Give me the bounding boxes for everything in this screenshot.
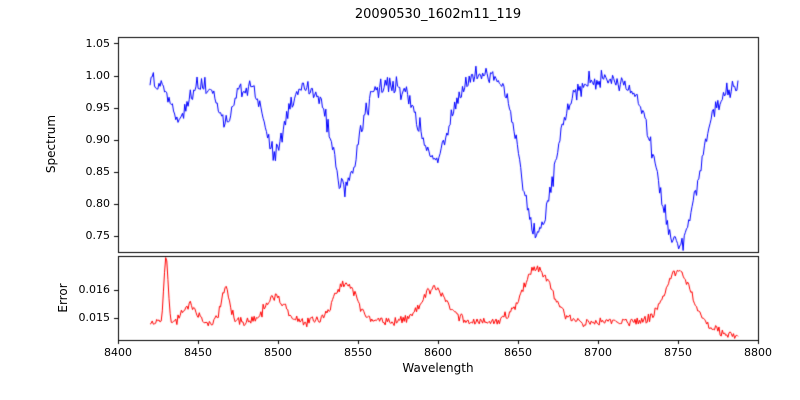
- y-tick-label-spectrum: 0.95: [85, 101, 111, 115]
- x-tick-label: 8400: [104, 346, 132, 359]
- y-tick-label-error: 0.016: [78, 283, 111, 297]
- x-tick-label: 8550: [344, 346, 372, 359]
- y-tick-label-spectrum: 0.85: [85, 165, 111, 179]
- x-tick-label: 8600: [424, 346, 452, 359]
- x-tick-label: 8750: [664, 346, 692, 359]
- y-tick-label-spectrum: 0.75: [85, 229, 111, 243]
- x-tick-label: 8450: [184, 346, 212, 359]
- y-tick-label-spectrum: 0.90: [85, 133, 111, 147]
- x-tick-label: 8700: [584, 346, 612, 359]
- x-tick-label: 8650: [504, 346, 532, 359]
- plot-title: 20090530_1602m11_119: [354, 7, 522, 22]
- y-tick-label-spectrum: 1.05: [85, 36, 111, 50]
- y-tick-label-error: 0.015: [78, 311, 111, 325]
- y-tick-label-spectrum: 0.80: [85, 197, 111, 211]
- x-tick-label: 8800: [744, 346, 772, 359]
- y-tick-label-spectrum: 1.00: [85, 69, 111, 82]
- x-axis-label: Wavelength: [402, 361, 474, 375]
- x-tick-label: 8500: [264, 346, 292, 359]
